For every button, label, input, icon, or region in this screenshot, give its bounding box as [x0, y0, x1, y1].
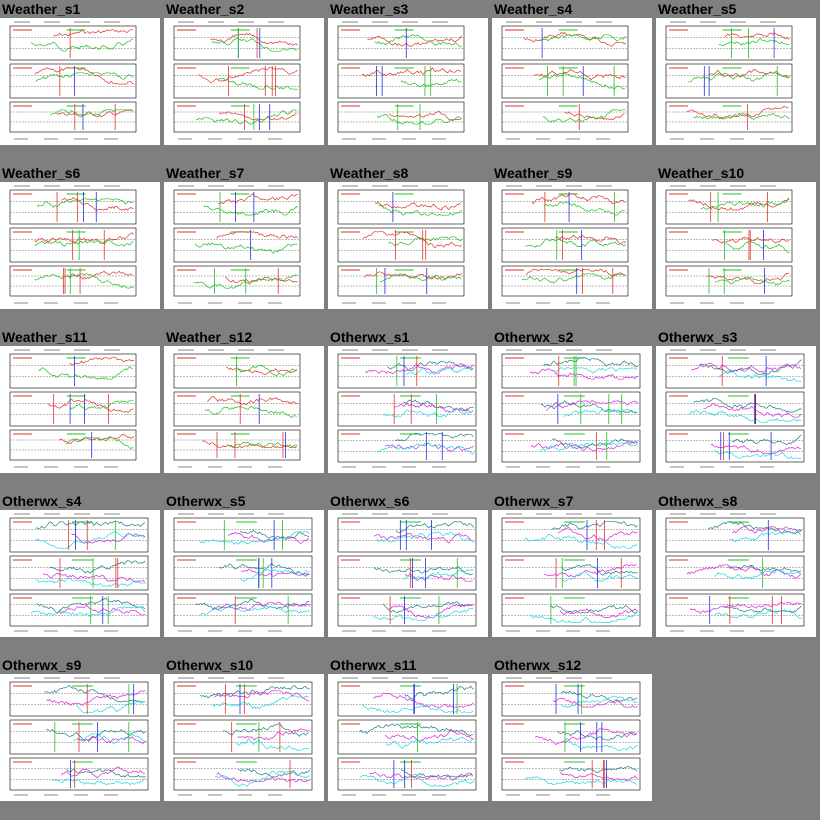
plot-thumbnail: [337, 185, 465, 304]
thumbnail-weather-s12[interactable]: Weather_s12: [164, 328, 324, 483]
thumbnail-title: Weather_s9: [494, 165, 573, 181]
thumbnail-title: Otherwx_s4: [2, 493, 82, 509]
thumbnail-title: Otherwx_s5: [166, 493, 246, 509]
thumbnail-image[interactable]: [656, 510, 816, 637]
thumbnail-otherwx-s7[interactable]: Otherwx_s7: [492, 492, 652, 647]
thumbnail-image[interactable]: [328, 510, 488, 637]
thumbnail-image[interactable]: [164, 674, 324, 801]
thumbnail-image[interactable]: [164, 18, 324, 145]
thumbnail-title: Otherwx_s12: [494, 657, 582, 673]
thumbnail-otherwx-s8[interactable]: Otherwx_s8: [656, 492, 816, 647]
thumbnail-otherwx-s4[interactable]: Otherwx_s4: [0, 492, 160, 647]
plot-thumbnail: [665, 349, 805, 468]
thumbnail-image[interactable]: [328, 674, 488, 801]
thumbnail-image[interactable]: [492, 346, 652, 473]
thumbnail-title: Weather_s8: [330, 165, 409, 181]
thumbnail-otherwx-s9[interactable]: Otherwx_s9: [0, 656, 160, 811]
plot-thumbnail: [501, 21, 629, 140]
thumbnail-otherwx-s1[interactable]: Otherwx_s1: [328, 328, 488, 483]
plot-thumbnail: [9, 185, 137, 304]
thumbnail-title: Otherwx_s9: [2, 657, 82, 673]
thumbnail-title: Otherwx_s8: [658, 493, 738, 509]
plot-thumbnail: [9, 349, 137, 468]
thumbnail-title: Weather_s10: [658, 165, 745, 181]
thumbnail-weather-s1[interactable]: Weather_s1: [0, 0, 160, 155]
thumbnail-image[interactable]: [0, 182, 160, 309]
thumbnail-title: Weather_s1: [2, 1, 81, 17]
thumbnail-title: Weather_s6: [2, 165, 81, 181]
plot-thumbnail: [9, 21, 137, 140]
thumbnail-image[interactable]: [656, 18, 816, 145]
thumbnail-title: Weather_s3: [330, 1, 409, 17]
thumbnail-weather-s3[interactable]: Weather_s3: [328, 0, 488, 155]
thumbnail-image[interactable]: [492, 510, 652, 637]
thumbnail-otherwx-s6[interactable]: Otherwx_s6: [328, 492, 488, 647]
plot-thumbnail: [337, 349, 477, 468]
thumbnail-weather-s11[interactable]: Weather_s11: [0, 328, 160, 483]
thumbnail-image[interactable]: [164, 346, 324, 473]
thumbnail-image[interactable]: [328, 346, 488, 473]
thumbnail-title: Weather_s7: [166, 165, 245, 181]
thumbnail-image[interactable]: [492, 674, 652, 801]
thumbnail-image[interactable]: [328, 18, 488, 145]
thumbnail-weather-s9[interactable]: Weather_s9: [492, 164, 652, 319]
plot-thumbnail: [9, 677, 149, 796]
plot-thumbnail: [337, 21, 465, 140]
thumbnail-image[interactable]: [656, 182, 816, 309]
thumbnail-image[interactable]: [0, 510, 160, 637]
thumbnail-title: Weather_s4: [494, 1, 573, 17]
thumbnail-weather-s2[interactable]: Weather_s2: [164, 0, 324, 155]
plot-thumbnail: [665, 185, 793, 304]
thumbnail-title: Otherwx_s3: [658, 329, 738, 345]
plot-thumbnail: [337, 677, 477, 796]
thumbnail-image[interactable]: [492, 18, 652, 145]
thumbnail-title: Otherwx_s2: [494, 329, 574, 345]
plot-thumbnail: [501, 185, 629, 304]
plot-thumbnail: [665, 513, 805, 632]
thumbnail-weather-s5[interactable]: Weather_s5: [656, 0, 816, 155]
thumbnail-title: Otherwx_s1: [330, 329, 410, 345]
thumbnail-otherwx-s3[interactable]: Otherwx_s3: [656, 328, 816, 483]
thumbnail-weather-s10[interactable]: Weather_s10: [656, 164, 816, 319]
thumbnail-otherwx-s11[interactable]: Otherwx_s11: [328, 656, 488, 811]
thumbnail-otherwx-s10[interactable]: Otherwx_s10: [164, 656, 324, 811]
thumbnail-title: Weather_s2: [166, 1, 245, 17]
plot-thumbnail: [501, 513, 641, 632]
plot-thumbnail: [173, 677, 313, 796]
thumbnail-title: Otherwx_s10: [166, 657, 254, 673]
plot-thumbnail: [173, 21, 301, 140]
plot-thumbnail: [173, 349, 301, 468]
thumbnail-title: Weather_s5: [658, 1, 737, 17]
thumbnail-image[interactable]: [328, 182, 488, 309]
thumbnail-title: Otherwx_s6: [330, 493, 410, 509]
thumbnail-weather-s8[interactable]: Weather_s8: [328, 164, 488, 319]
thumbnail-otherwx-s2[interactable]: Otherwx_s2: [492, 328, 652, 483]
thumbnail-title: Weather_s12: [166, 329, 253, 345]
plot-thumbnail: [173, 185, 301, 304]
plot-thumbnail: [9, 513, 149, 632]
thumbnail-image[interactable]: [492, 182, 652, 309]
thumbnail-title: Otherwx_s11: [330, 657, 417, 673]
thumbnail-image[interactable]: [164, 510, 324, 637]
plot-thumbnail: [501, 677, 641, 796]
thumbnail-weather-s4[interactable]: Weather_s4: [492, 0, 652, 155]
thumbnail-otherwx-s12[interactable]: Otherwx_s12: [492, 656, 652, 811]
thumbnail-image[interactable]: [0, 346, 160, 473]
thumbnail-image[interactable]: [0, 18, 160, 145]
thumbnail-otherwx-s5[interactable]: Otherwx_s5: [164, 492, 324, 647]
thumbnail-image[interactable]: [164, 182, 324, 309]
plot-thumbnail: [501, 349, 641, 468]
plot-thumbnail: [173, 513, 313, 632]
thumbnail-title: Otherwx_s7: [494, 493, 574, 509]
thumbnail-image[interactable]: [656, 346, 816, 473]
plot-thumbnail: [665, 21, 793, 140]
thumbnail-weather-s7[interactable]: Weather_s7: [164, 164, 324, 319]
plot-thumbnail: [337, 513, 477, 632]
thumbnail-image[interactable]: [0, 674, 160, 801]
thumbnail-title: Weather_s11: [2, 329, 88, 345]
thumbnail-weather-s6[interactable]: Weather_s6: [0, 164, 160, 319]
